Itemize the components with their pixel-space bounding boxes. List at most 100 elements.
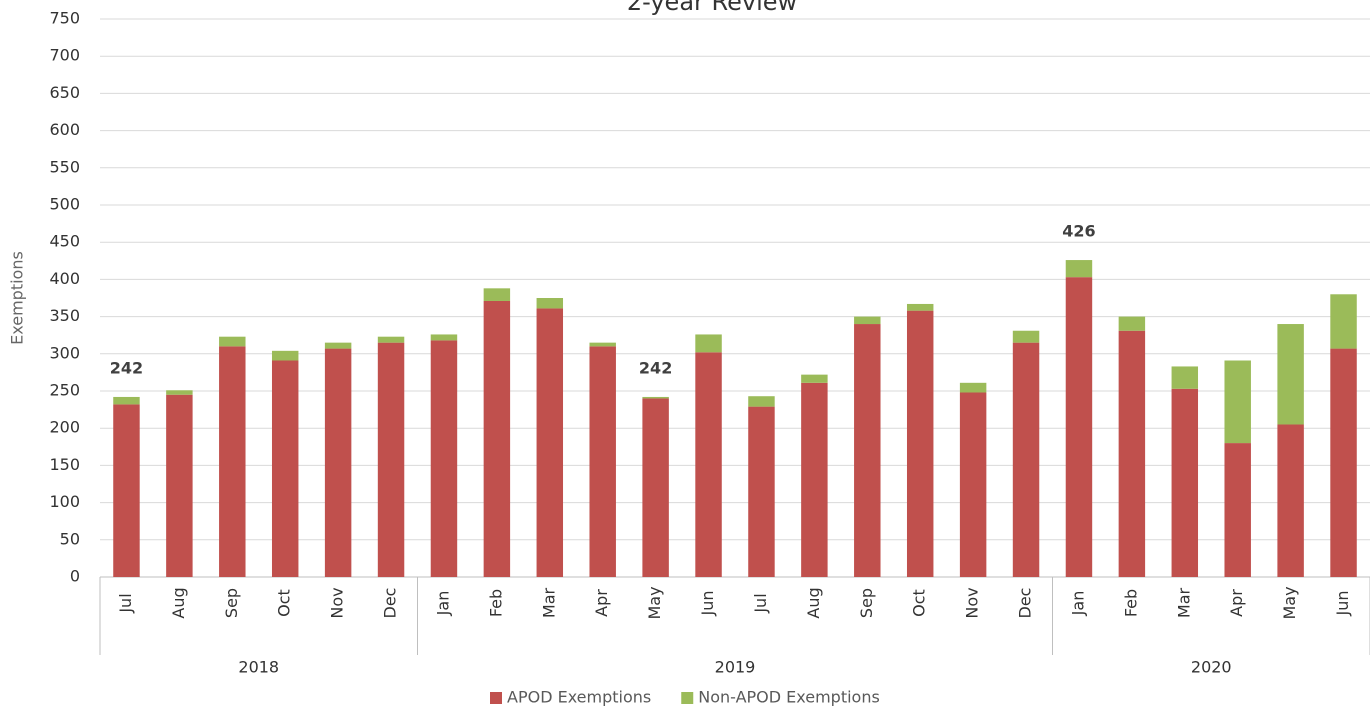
bar-segment xyxy=(1277,324,1304,425)
x-tick-label: Jun xyxy=(698,591,717,617)
bar-segment xyxy=(589,346,616,577)
y-tick-label: 0 xyxy=(70,567,80,586)
y-tick-label: 650 xyxy=(49,83,80,102)
bar-segment xyxy=(113,404,140,577)
bar-segment xyxy=(219,336,246,347)
bar-segment xyxy=(430,340,458,577)
y-tick-label: 150 xyxy=(49,455,80,474)
bar-segment xyxy=(271,360,299,577)
y-tick-label: 400 xyxy=(49,269,80,288)
bar-segment xyxy=(219,346,246,577)
bar-segment xyxy=(166,394,193,577)
group-label: 2019 xyxy=(715,658,756,677)
bar-segment xyxy=(483,300,511,577)
bar-segment xyxy=(1171,366,1199,389)
bar-segment xyxy=(959,392,987,577)
x-tick-label: Jan xyxy=(1068,591,1087,617)
x-tick-label: Dec xyxy=(381,588,400,619)
bar-segment xyxy=(1330,294,1357,349)
total-label: 242 xyxy=(110,358,143,377)
bar-segment xyxy=(854,324,881,577)
legend-label: Non-APOD Exemptions xyxy=(698,688,880,707)
bar-segment xyxy=(536,298,564,309)
bar-segment xyxy=(324,342,352,349)
y-tick-label: 550 xyxy=(49,157,80,176)
bar-segment xyxy=(801,374,828,383)
bar-segment xyxy=(113,396,140,405)
x-tick-label: Sep xyxy=(222,588,241,618)
bar-segment xyxy=(695,334,722,353)
x-tick-label: Dec xyxy=(1016,588,1035,619)
bar-segment xyxy=(1012,330,1040,343)
bar-segment xyxy=(1065,277,1093,577)
bar-segment xyxy=(801,382,828,577)
bar-segment xyxy=(1065,260,1093,278)
group-label: 2018 xyxy=(238,658,279,677)
bar-segment xyxy=(642,398,669,577)
y-tick-label: 300 xyxy=(49,343,80,362)
bar-segment xyxy=(271,350,299,361)
legend-label: APOD Exemptions xyxy=(507,688,651,707)
y-tick-label: 700 xyxy=(49,46,80,65)
x-tick-label: Mar xyxy=(539,587,558,618)
y-tick-label: 500 xyxy=(49,195,80,214)
bar-segment xyxy=(959,382,987,393)
bar-segment xyxy=(377,336,405,343)
bar-segment xyxy=(589,342,616,347)
bar-segment xyxy=(906,310,934,577)
x-tick-label: Apr xyxy=(592,589,611,617)
x-tick-label: Oct xyxy=(910,589,929,617)
group-label: 2020 xyxy=(1191,658,1232,677)
bar-segment xyxy=(748,406,775,577)
y-axis-label: Exemptions xyxy=(8,251,27,345)
bar-segment xyxy=(906,303,934,311)
x-tick-label: Nov xyxy=(328,587,347,618)
bar-segment xyxy=(1012,342,1040,577)
y-tick-label: 200 xyxy=(49,418,80,437)
total-label: 426 xyxy=(1062,222,1095,241)
chart-title: 2-year Review xyxy=(627,0,797,16)
legend-swatch xyxy=(490,692,502,704)
y-tick-label: 100 xyxy=(49,492,80,511)
bar-segment xyxy=(695,352,722,577)
x-tick-label: Apr xyxy=(1227,589,1246,617)
x-tick-label: Feb xyxy=(1121,589,1140,617)
bar-segment xyxy=(483,288,511,301)
x-tick-label: Nov xyxy=(963,587,982,618)
x-tick-label: Oct xyxy=(275,589,294,617)
y-tick-label: 50 xyxy=(60,529,80,548)
bar-segment xyxy=(1171,388,1199,577)
x-tick-label: Feb xyxy=(486,589,505,617)
bar-segment xyxy=(430,334,458,341)
legend-swatch xyxy=(681,692,694,704)
bar-segment xyxy=(642,396,669,399)
x-tick-label: Sep xyxy=(857,588,876,618)
bar-segment xyxy=(1224,443,1251,577)
bar-segment xyxy=(1224,360,1251,444)
bar-segment xyxy=(1277,424,1304,577)
bar-segment xyxy=(1118,330,1146,577)
x-tick-label: Jul xyxy=(751,593,770,613)
bar-segment xyxy=(324,348,352,577)
bar-segment xyxy=(1118,316,1146,331)
bar-segment xyxy=(748,396,775,407)
x-tick-label: Mar xyxy=(1174,587,1193,618)
y-tick-label: 750 xyxy=(49,9,80,28)
x-tick-label: Aug xyxy=(169,587,188,618)
bar-segment xyxy=(536,308,564,577)
x-tick-label: Jun xyxy=(1333,591,1352,617)
y-tick-label: 600 xyxy=(49,120,80,139)
bar-segment xyxy=(854,316,881,325)
y-tick-label: 350 xyxy=(49,306,80,325)
bar-segment xyxy=(166,390,193,395)
bar-segment xyxy=(1330,348,1357,577)
x-tick-label: Jul xyxy=(116,593,135,613)
y-tick-label: 450 xyxy=(49,232,80,251)
x-tick-label: May xyxy=(645,586,664,619)
bar-segment xyxy=(377,342,405,577)
total-label: 242 xyxy=(639,358,672,377)
x-tick-label: Jan xyxy=(433,591,452,617)
x-tick-label: Aug xyxy=(804,587,823,618)
x-tick-label: May xyxy=(1280,586,1299,619)
